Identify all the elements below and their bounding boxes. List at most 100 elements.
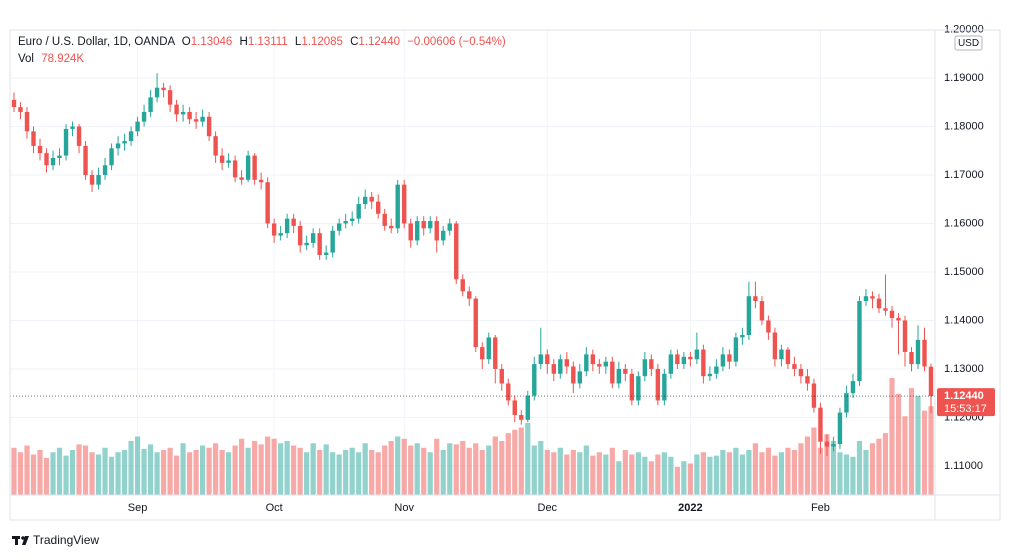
- volume-bar: [252, 441, 258, 495]
- volume-bar: [226, 452, 232, 495]
- candle-body: [766, 320, 771, 333]
- volume-bar: [43, 457, 50, 495]
- candle-body: [577, 371, 583, 384]
- volume-bar: [551, 452, 557, 495]
- currency-box[interactable]: [954, 35, 983, 51]
- volume-bar: [271, 438, 277, 495]
- volume-bar: [297, 447, 303, 495]
- x-tick-label: Dec: [538, 502, 558, 514]
- y-tick-label: 1.17000: [944, 169, 984, 181]
- volume-bar: [323, 444, 329, 495]
- candle-layer: [10, 73, 935, 457]
- volume-bar: [629, 454, 635, 495]
- candle-body: [688, 356, 693, 360]
- candle-body: [447, 223, 452, 231]
- volume-bar: [11, 447, 17, 495]
- candle-body: [421, 221, 426, 229]
- volume-bar: [69, 450, 76, 495]
- candle-body: [219, 155, 225, 163]
- volume-bar: [108, 456, 115, 495]
- volume-bar: [304, 452, 310, 495]
- logo-part: [15, 536, 18, 545]
- candle-body: [408, 223, 413, 241]
- volume-bar: [395, 436, 401, 495]
- volume-bar: [408, 445, 414, 495]
- volume-bar: [733, 447, 739, 495]
- currency[interactable]: USD: [958, 38, 979, 49]
- volume-bar: [700, 452, 706, 495]
- candle-body: [161, 87, 166, 91]
- volume-bar: [473, 443, 479, 495]
- volume-bar: [908, 388, 915, 495]
- volume-bar: [603, 454, 609, 495]
- volume-bar: [486, 445, 492, 495]
- candle-body: [863, 296, 869, 302]
- candle-body: [135, 121, 140, 132]
- candle-body: [551, 364, 556, 374]
- candle-body: [759, 301, 765, 321]
- candle-body: [148, 97, 153, 112]
- candle-body: [636, 376, 641, 401]
- candle-body: [200, 116, 205, 122]
- volume-bar: [245, 447, 251, 495]
- candle-body: [141, 111, 147, 122]
- candle-body: [382, 213, 387, 226]
- candle-body: [213, 136, 218, 156]
- c-key: C: [350, 36, 358, 48]
- candle-body: [258, 179, 264, 183]
- candle-body: [89, 174, 95, 185]
- volume-bar: [525, 423, 531, 495]
- volume-bar: [876, 438, 882, 495]
- volume-bar: [284, 441, 290, 495]
- volume-bar: [63, 455, 69, 495]
- candle-body: [454, 223, 459, 280]
- candle-body: [232, 160, 238, 178]
- candle-body: [512, 400, 517, 415]
- volume-bar: [499, 441, 505, 495]
- volume-bar: [349, 447, 355, 495]
- candle-body: [597, 364, 602, 367]
- change: −0.00606 (−0.54%): [407, 36, 506, 48]
- brand[interactable]: TradingView: [33, 533, 99, 547]
- logo-part: [21, 536, 25, 540]
- candle-body: [304, 242, 309, 246]
- candle-body: [297, 225, 303, 246]
- candle-body: [675, 354, 680, 365]
- candle-body: [37, 145, 43, 154]
- c-value: 1.12440: [358, 36, 400, 48]
- candle-body: [922, 339, 927, 367]
- volume-bar: [739, 454, 745, 495]
- volume-bar: [889, 378, 895, 495]
- volume-title: Vol: [18, 53, 34, 65]
- volume-bar: [642, 456, 648, 495]
- candle-body: [395, 184, 400, 229]
- volume-bar: [336, 454, 342, 495]
- volume-bar: [596, 452, 602, 495]
- grid-layer: [10, 29, 935, 495]
- volume-bar: [219, 450, 225, 495]
- candle-body: [870, 296, 875, 299]
- volume-bar: [232, 445, 238, 495]
- candle-body: [83, 145, 88, 175]
- volume-bar: [895, 393, 902, 495]
- candle-body: [915, 339, 921, 365]
- volume-bar: [239, 438, 245, 495]
- axis-layer: 1.110001.120001.130001.140001.150001.160…: [937, 23, 995, 472]
- candle-body: [167, 90, 173, 105]
- candle-body: [310, 233, 316, 243]
- volume-bar: [492, 436, 498, 495]
- volume-bar: [681, 461, 687, 495]
- candle-body: [428, 221, 433, 229]
- volume-bar: [583, 445, 589, 495]
- candle-body: [102, 165, 108, 175]
- candle-body: [525, 395, 530, 420]
- candle-body: [519, 414, 524, 420]
- candle-body: [811, 383, 817, 408]
- x-tick-label: Sep: [128, 502, 148, 514]
- y-tick-label: 1.11000: [944, 460, 983, 472]
- candle-body: [63, 128, 69, 156]
- volume-bar: [388, 441, 394, 495]
- candle-body: [284, 218, 290, 234]
- candle-body: [499, 368, 504, 384]
- l-key: L: [295, 36, 302, 48]
